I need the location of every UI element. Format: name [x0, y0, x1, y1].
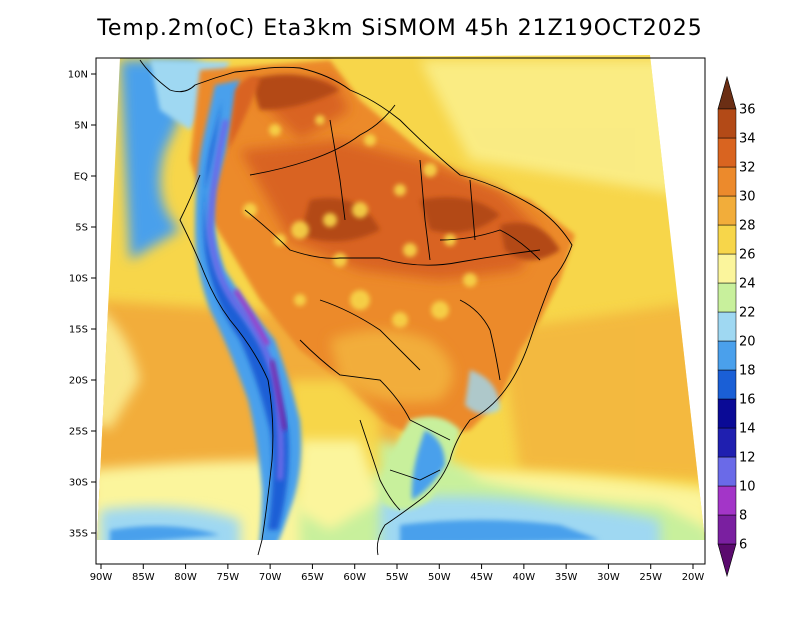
- country-borders: [139, 59, 573, 556]
- colorbar-high-arrow: [717, 75, 737, 110]
- colorbar-swatch: [717, 224, 737, 255]
- colorbar-swatch: [717, 427, 737, 458]
- lon-tick-label: 50W: [428, 572, 451, 583]
- lon-tick-label: 85W: [132, 572, 155, 583]
- colorbar-swatch: [717, 195, 737, 226]
- colorbar-label: 36: [739, 103, 756, 118]
- colorbar-label: 24: [739, 277, 756, 292]
- lat-tick-label: 35S: [69, 529, 88, 540]
- colorbar-label: 10: [739, 480, 756, 495]
- colorbar-label: 26: [739, 248, 756, 263]
- colorbar-label: 18: [739, 364, 756, 379]
- colorbar-swatch: [717, 456, 737, 487]
- lon-tick-label: 70W: [259, 572, 282, 583]
- lon-tick-label: 45W: [470, 572, 493, 583]
- lat-tick-label: 30S: [69, 478, 88, 489]
- lat-tick-label: 10S: [69, 274, 88, 285]
- lat-tick-label: 15S: [69, 325, 88, 336]
- lon-tick-label: 75W: [217, 572, 240, 583]
- longitude-axis: 90W 85W 80W 75W 70W 65W 60W 55W 50W 45W 40W 35W 30W 2…: [90, 564, 705, 583]
- colorbar-label: 14: [739, 422, 756, 437]
- colorbar-label: 16: [739, 393, 756, 408]
- colorbar-swatch: [717, 485, 737, 516]
- map-frame: [95, 57, 706, 565]
- colorbar-swatch: [717, 166, 737, 197]
- colorbar-swatch: [717, 311, 737, 342]
- lon-tick-label: 30W: [597, 572, 620, 583]
- colorbar-label: 22: [739, 306, 756, 321]
- lat-tick-label: 20S: [69, 376, 88, 387]
- colorbar-swatch: [717, 340, 737, 371]
- colorbar-label: 32: [739, 161, 756, 176]
- latitude-axis: 10N 5N EQ 5S 10S 15S 20S 25S 30S 35S: [68, 70, 96, 540]
- colorbar-swatch: [717, 369, 737, 400]
- colorbar-label: 28: [739, 219, 756, 234]
- colorbar-swatch: [717, 137, 737, 168]
- colorbar-swatch: [717, 253, 737, 284]
- temperature-field: [97, 55, 705, 540]
- colorbar-swatch: [717, 514, 737, 545]
- map-title: Temp.2m(oC) Eta3km SiSMOM 45h 21Z19OCT20…: [97, 16, 703, 41]
- lon-tick-label: 90W: [90, 572, 113, 583]
- lat-tick-label: EQ: [74, 172, 88, 183]
- lat-tick-label: 25S: [69, 427, 88, 438]
- lon-tick-label: 40W: [513, 572, 536, 583]
- colorbar-swatch: [717, 282, 737, 313]
- colorbar: 6 8 10 12 14 16 18 20 22 24 26 28 30 32 34 36: [717, 75, 756, 578]
- lon-tick-label: 65W: [301, 572, 324, 583]
- lat-tick-label: 5N: [74, 121, 88, 132]
- lon-tick-label: 80W: [174, 572, 197, 583]
- colorbar-swatch: [717, 108, 737, 139]
- lon-tick-label: 25W: [639, 572, 662, 583]
- lon-tick-label: 60W: [343, 572, 366, 583]
- lat-tick-label: 10N: [68, 70, 88, 81]
- colorbar-label: 30: [739, 190, 756, 205]
- lat-tick-label: 5S: [75, 223, 88, 234]
- lon-tick-label: 55W: [386, 572, 409, 583]
- colorbar-label: 8: [739, 509, 747, 524]
- colorbar-label: 34: [739, 132, 756, 147]
- colorbar-low-arrow: [717, 543, 737, 578]
- colorbar-label: 6: [739, 538, 747, 553]
- colorbar-swatch: [717, 398, 737, 429]
- colorbar-label: 20: [739, 335, 756, 350]
- lon-tick-label: 20W: [682, 572, 705, 583]
- lon-tick-label: 35W: [555, 572, 578, 583]
- colorbar-label: 12: [739, 451, 756, 466]
